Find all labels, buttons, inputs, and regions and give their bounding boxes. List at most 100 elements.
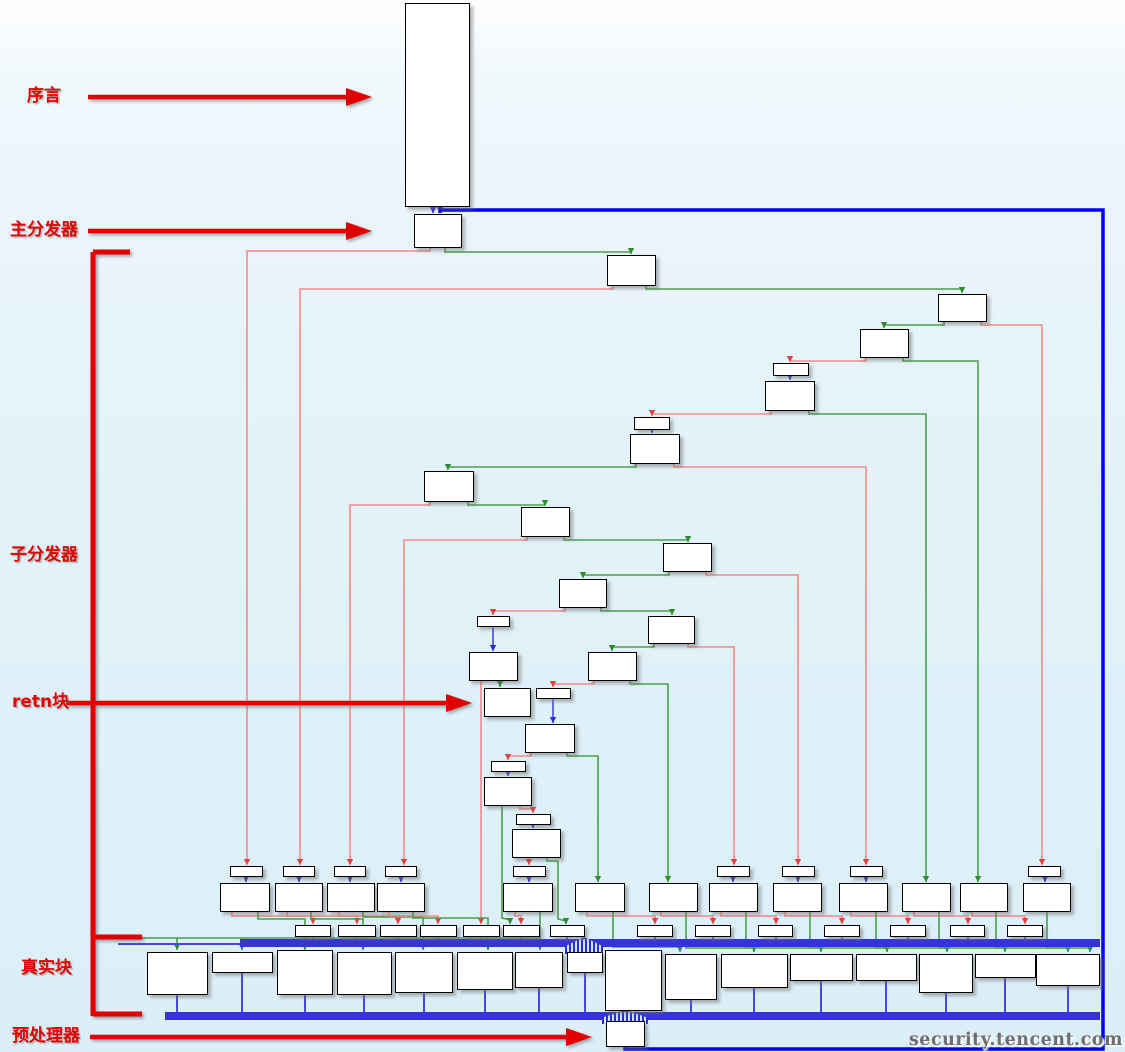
node-stub-a7[interactable]	[850, 866, 883, 877]
node-state-b5[interactable]	[575, 883, 625, 912]
edge-r-22	[492, 608, 566, 615]
node-sub-dispatcher-5[interactable]	[630, 434, 680, 464]
node-sub-dispatcher-14a[interactable]	[491, 761, 526, 772]
node-real-block-13[interactable]	[919, 954, 973, 993]
node-state-b1[interactable]	[275, 883, 323, 912]
node-state-b7[interactable]	[709, 883, 758, 912]
node-stub-c12[interactable]	[950, 925, 985, 937]
edge-r-7	[980, 322, 1043, 865]
edge-g-27	[611, 644, 655, 651]
node-sub-dispatcher-15a[interactable]	[516, 814, 551, 825]
node-real-block-5[interactable]	[457, 952, 513, 990]
node-real-block-8[interactable]	[605, 950, 662, 1011]
node-stub-a3[interactable]	[385, 866, 417, 877]
edge-arrowhead	[477, 918, 485, 924]
node-stub-c0[interactable]	[295, 925, 331, 937]
edge-arrowhead	[1021, 918, 1029, 924]
node-state-b10[interactable]	[902, 883, 951, 912]
node-stub-a1[interactable]	[283, 866, 315, 877]
edge-r-2	[246, 248, 431, 865]
node-stub-c13[interactable]	[1007, 925, 1043, 937]
node-sub-dispatcher-6[interactable]	[424, 471, 474, 502]
node-real-block-15[interactable]	[1036, 954, 1100, 986]
node-sub-dispatcher-1[interactable]	[607, 255, 656, 286]
edge-r-69	[913, 912, 969, 924]
node-real-block-12[interactable]	[856, 954, 917, 981]
node-state-b6[interactable]	[649, 883, 698, 912]
edge-arrowhead	[786, 356, 794, 362]
node-sub-dispatcher-13[interactable]	[525, 724, 575, 753]
node-sub-dispatcher-4[interactable]	[765, 381, 815, 411]
node-stub-a2[interactable]	[334, 866, 366, 877]
node-stub-c10[interactable]	[824, 925, 860, 937]
edge-arrowhead	[730, 859, 738, 865]
node-real-block-14[interactable]	[975, 954, 1036, 978]
node-stub-c1[interactable]	[338, 925, 376, 937]
edge-arrowhead	[676, 946, 684, 952]
edge-g-6	[883, 322, 945, 328]
node-state-b8[interactable]	[773, 883, 822, 912]
edge-r-29	[552, 681, 595, 687]
node-stub-a0[interactable]	[230, 866, 263, 877]
node-real-block-10[interactable]	[721, 954, 788, 988]
edge-r-15	[673, 464, 867, 865]
node-stub-c2[interactable]	[380, 925, 417, 937]
node-stub-c4[interactable]	[463, 925, 500, 937]
edge-arrowhead	[880, 322, 888, 328]
node-stub-a4[interactable]	[513, 866, 546, 877]
node-sub-dispatcher-4a[interactable]	[773, 363, 809, 376]
node-real-block-11[interactable]	[790, 954, 853, 981]
node-sub-dispatcher-12[interactable]	[588, 652, 637, 681]
node-state-b12[interactable]	[1023, 883, 1071, 912]
node-stub-c11[interactable]	[890, 925, 926, 937]
node-stub-c6[interactable]	[550, 925, 585, 937]
node-sub-dispatcher-10[interactable]	[469, 652, 518, 681]
edge-arrowhead	[608, 645, 616, 651]
node-state-b3[interactable]	[377, 883, 425, 912]
node-real-block-2[interactable]	[277, 950, 333, 995]
node-state-b0[interactable]	[220, 883, 270, 912]
node-pre-dispatcher[interactable]	[606, 1021, 645, 1047]
node-state-b11[interactable]	[960, 883, 1008, 912]
node-sub-dispatcher-13a[interactable]	[536, 688, 571, 699]
node-stub-c9[interactable]	[758, 925, 793, 937]
node-sub-dispatcher-5a[interactable]	[634, 417, 670, 430]
node-sub-dispatcher-10a[interactable]	[477, 616, 510, 627]
node-sub-dispatcher-3[interactable]	[860, 329, 909, 358]
node-state-b9[interactable]	[839, 883, 888, 912]
node-state-b4[interactable]	[503, 883, 553, 912]
node-sub-dispatcher-2[interactable]	[938, 294, 987, 322]
node-stub-c8[interactable]	[695, 925, 731, 937]
node-real-block-9[interactable]	[665, 954, 717, 1000]
node-sub-dispatcher-15[interactable]	[512, 829, 561, 858]
edge-arrowhead	[651, 918, 659, 924]
node-retn-block[interactable]	[484, 688, 531, 717]
node-sub-dispatcher-9[interactable]	[559, 579, 607, 608]
node-stub-c7[interactable]	[637, 925, 673, 937]
edge-arrowhead	[444, 464, 452, 470]
node-state-b2[interactable]	[327, 883, 375, 912]
edge-arrowhead	[496, 681, 504, 687]
edge-r-28	[687, 644, 735, 865]
node-sub-dispatcher-11[interactable]	[648, 616, 695, 644]
node-stub-c3[interactable]	[420, 925, 457, 937]
node-stub-c5[interactable]	[503, 925, 540, 937]
node-prologue[interactable]	[405, 3, 470, 207]
node-main-dispatcher[interactable]	[414, 214, 462, 248]
node-sub-dispatcher-14[interactable]	[484, 777, 532, 806]
node-stub-a6[interactable]	[782, 866, 815, 877]
node-real-block-0[interactable]	[147, 952, 208, 995]
annotation-label-real-blocks: 真实块	[21, 958, 72, 978]
node-real-block-6[interactable]	[515, 952, 563, 988]
node-sub-dispatcher-7[interactable]	[521, 507, 570, 537]
node-real-block-3[interactable]	[337, 952, 392, 995]
node-real-block-7[interactable]	[567, 952, 603, 973]
annotation-label-pre-dispatcher: 预处理器	[12, 1026, 80, 1046]
node-stub-a5[interactable]	[717, 866, 750, 877]
node-stub-a8[interactable]	[1028, 866, 1061, 877]
node-sub-dispatcher-8[interactable]	[663, 543, 712, 572]
node-real-block-1[interactable]	[212, 952, 273, 973]
node-real-block-4[interactable]	[395, 952, 453, 993]
edge-arrowhead	[772, 918, 780, 924]
edge-arrowhead	[1038, 859, 1046, 865]
